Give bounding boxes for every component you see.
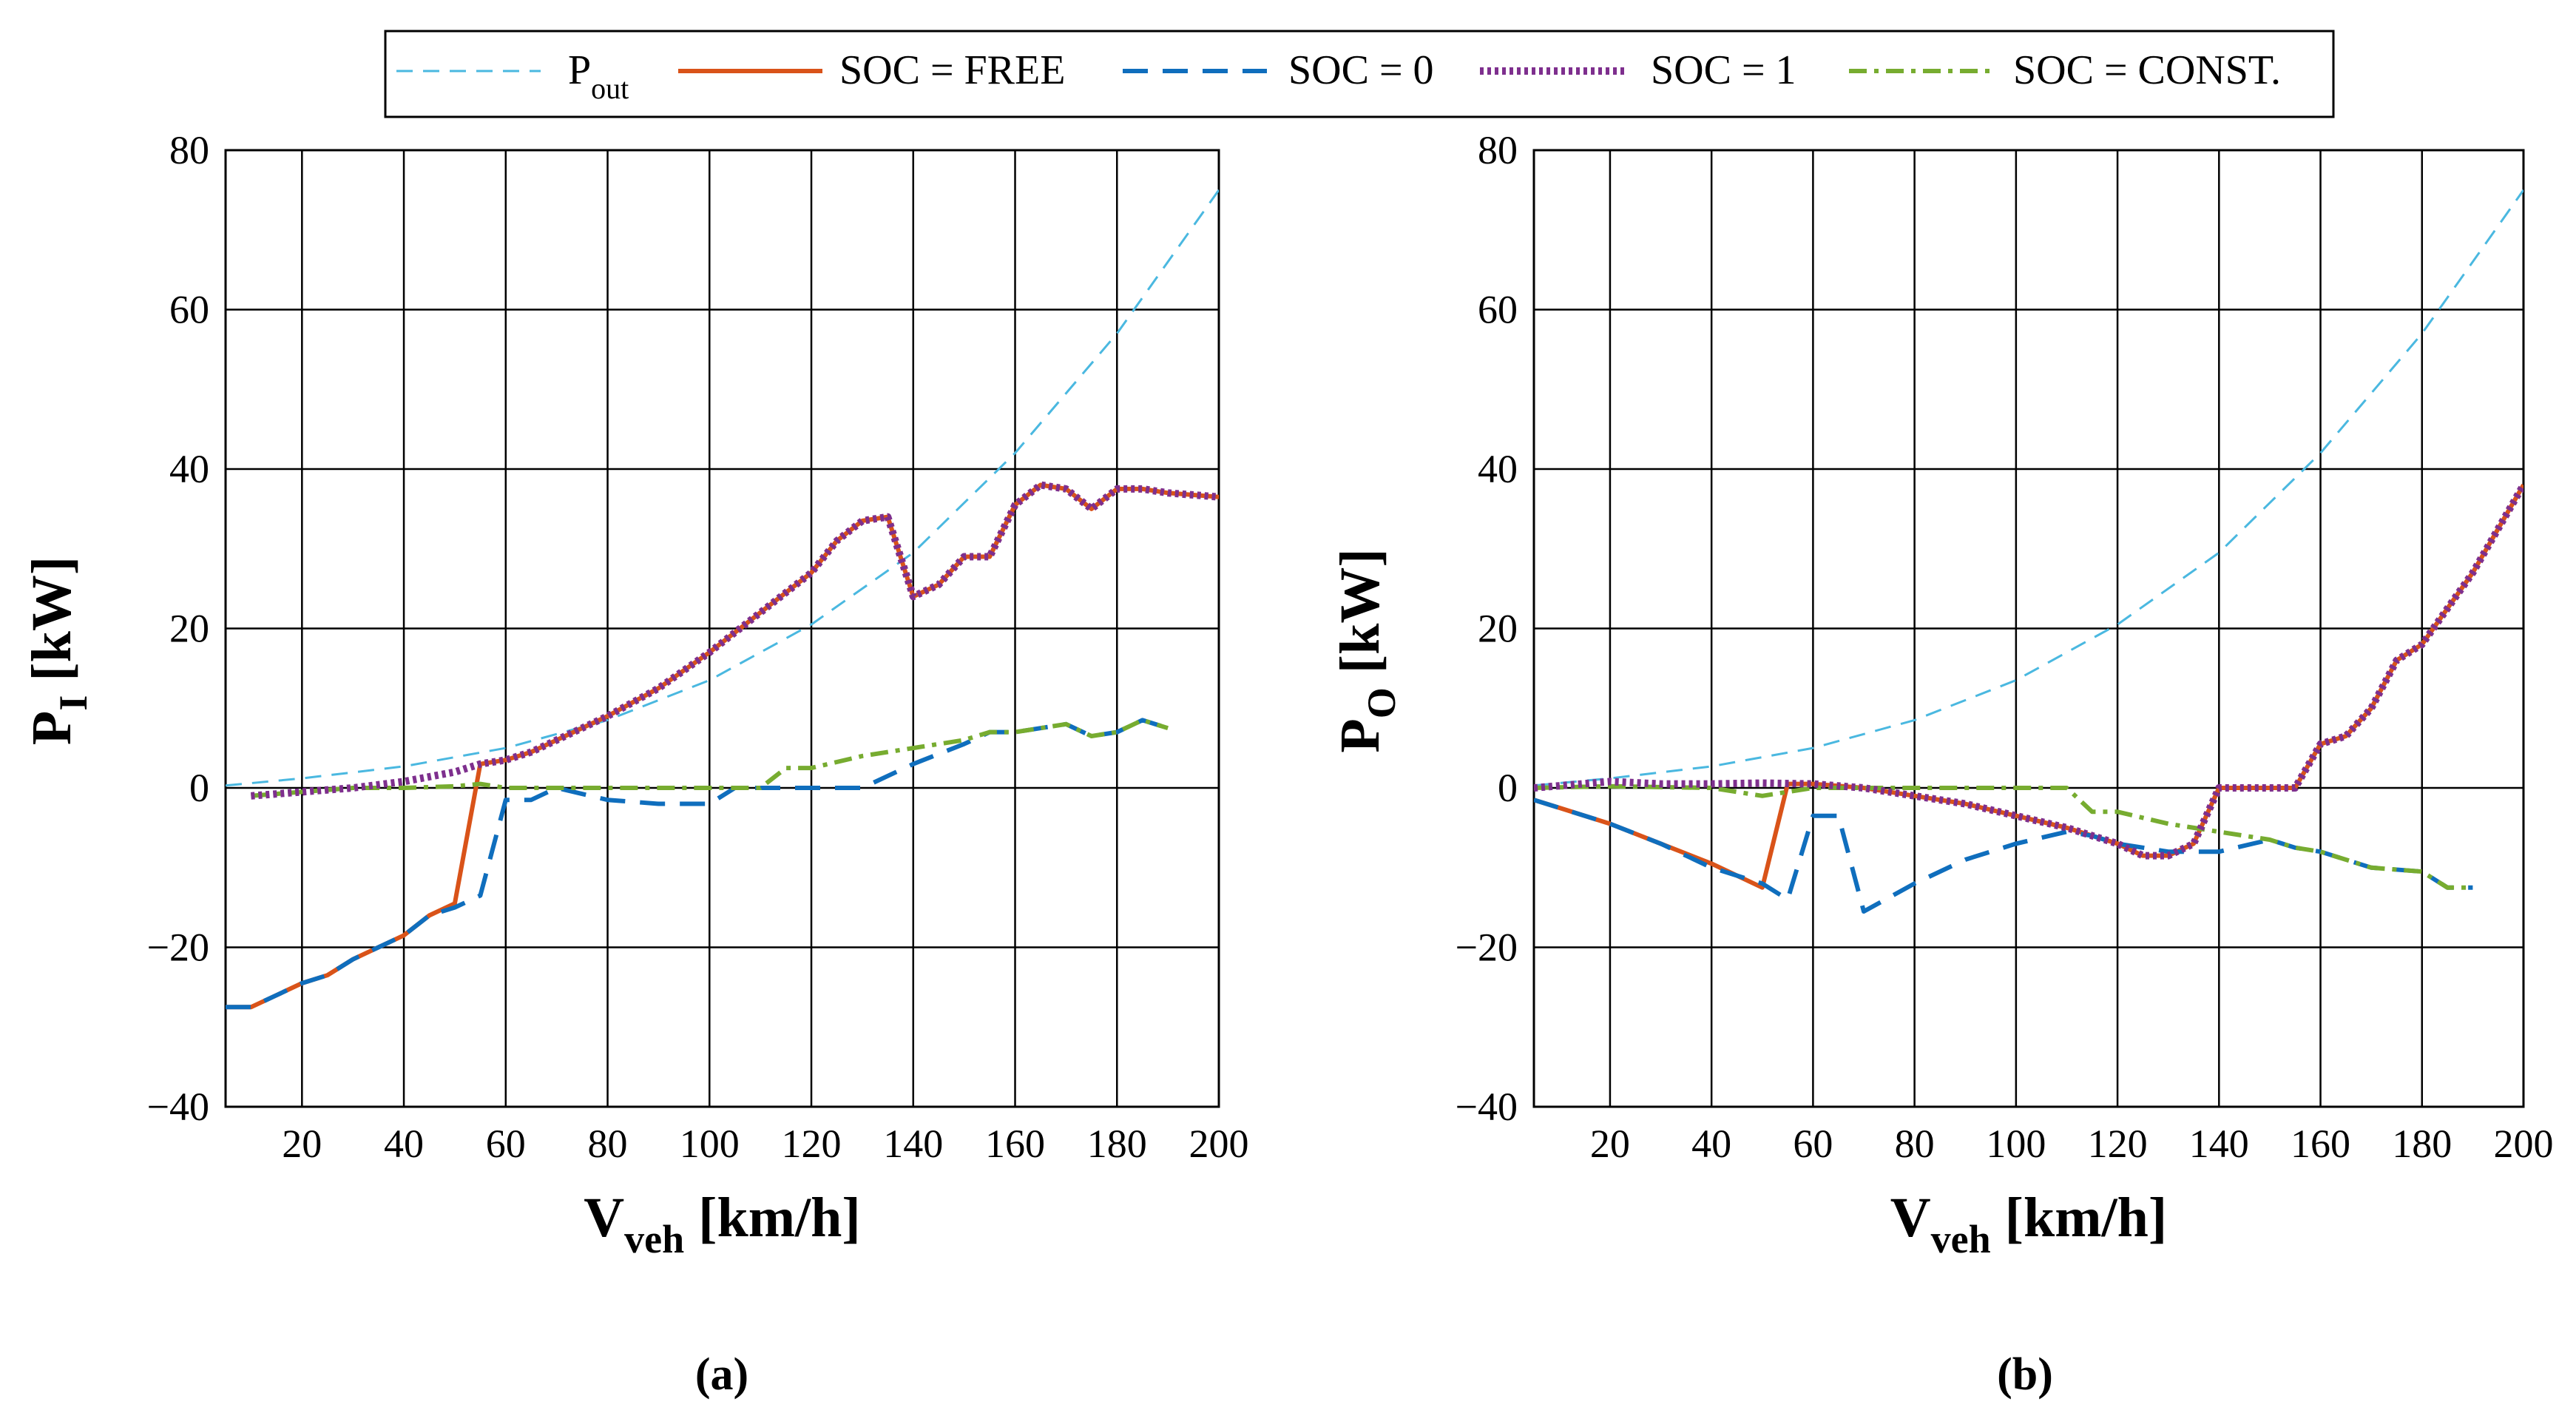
x-tick-label-b-3: 80 [1895, 1122, 1935, 1166]
series-line-b-soc1 [1534, 482, 2523, 860]
series-line-b-soc0 [1534, 798, 2473, 914]
x-tick-label-a-1: 40 [384, 1122, 424, 1166]
y-tick-label-a-4: 40 [169, 447, 209, 491]
x-tick-label-b-8: 180 [2392, 1122, 2452, 1166]
series-line-a-soc0 [226, 718, 1169, 1010]
x-axis-label-a: Vveh [km/h] [584, 1187, 860, 1261]
legend-label-pout: Pout [568, 47, 629, 105]
x-tick-label-a-8: 180 [1087, 1122, 1147, 1166]
x-tick-label-b-5: 120 [2088, 1122, 2148, 1166]
y-axis-label-b: PO [kW] [1329, 548, 1404, 752]
x-tick-label-b-4: 100 [1986, 1122, 2046, 1166]
x-tick-label-a-7: 160 [985, 1122, 1045, 1166]
series-line-a-const [251, 718, 1169, 798]
y-tick-label-a-5: 60 [169, 288, 209, 332]
legend-label-free: SOC = FREE [839, 47, 1065, 93]
x-tick-label-a-9: 200 [1189, 1122, 1249, 1166]
y-tick-label-b-6: 80 [1478, 128, 1518, 172]
y-tick-label-b-4: 40 [1478, 447, 1518, 491]
legend-label-soc0: SOC = 0 [1288, 47, 1434, 93]
series-line-b-free [1534, 483, 2523, 890]
chart-panel-b: 20 40 60 80 100 120 140 160 180 200 −40 −20 0 20 40 60 8… [1329, 128, 2554, 1400]
x-tick-label-a-4: 100 [680, 1122, 740, 1166]
series-line-a-pout [226, 189, 1219, 787]
x-tick-label-b-9: 200 [2494, 1122, 2554, 1166]
legend-label-const: SOC = CONST. [2013, 47, 2281, 93]
series-line-a-free [226, 482, 1219, 1010]
panel-label-a: (a) [695, 1349, 748, 1400]
y-tick-label-a-2: 0 [189, 766, 209, 810]
y-tick-label-a-0: −40 [147, 1085, 209, 1129]
x-tick-label-a-3: 80 [588, 1122, 628, 1166]
chart-panel-a: 20 40 60 80 100 120 140 160 180 200 −40 −20 0 20 40 60 8… [21, 128, 1249, 1400]
y-axis-label-a: PI [kW] [21, 556, 95, 745]
x-tick-label-a-6: 140 [883, 1122, 943, 1166]
y-tick-label-a-6: 80 [169, 128, 209, 172]
y-tick-label-b-5: 60 [1478, 288, 1518, 332]
x-tick-label-a-0: 20 [282, 1122, 322, 1166]
panel-label-b: (b) [1997, 1349, 2053, 1400]
plot-frame-b [1532, 149, 2525, 1108]
x-tick-label-b-0: 20 [1590, 1122, 1630, 1166]
y-tick-label-b-1: −20 [1456, 926, 1518, 970]
series-line-b-pout [1534, 189, 2523, 787]
x-tick-label-a-5: 120 [782, 1122, 842, 1166]
y-tick-label-b-2: 0 [1498, 766, 1518, 810]
y-tick-label-b-3: 20 [1478, 607, 1518, 651]
series-line-a-soc1 [251, 481, 1219, 800]
plot-frame-a [224, 149, 1220, 1108]
y-tick-label-b-0: −40 [1456, 1085, 1518, 1129]
y-tick-label-a-1: −20 [147, 926, 209, 970]
legend-label-soc1: SOC = 1 [1651, 47, 1796, 93]
x-tick-label-a-2: 60 [486, 1122, 526, 1166]
series-line-b-const [1534, 783, 2473, 890]
legend-box [384, 30, 2335, 118]
x-tick-label-b-7: 160 [2291, 1122, 2350, 1166]
x-tick-label-b-1: 40 [1691, 1122, 1731, 1166]
x-tick-label-b-6: 140 [2189, 1122, 2249, 1166]
y-tick-label-a-3: 20 [169, 607, 209, 651]
x-axis-label-b: Vveh [km/h] [1890, 1187, 2167, 1261]
legend: Pout SOC = FREE SOC = 0 SOC = 1 SOC = CO… [384, 30, 2335, 118]
x-tick-label-b-2: 60 [1793, 1122, 1833, 1166]
